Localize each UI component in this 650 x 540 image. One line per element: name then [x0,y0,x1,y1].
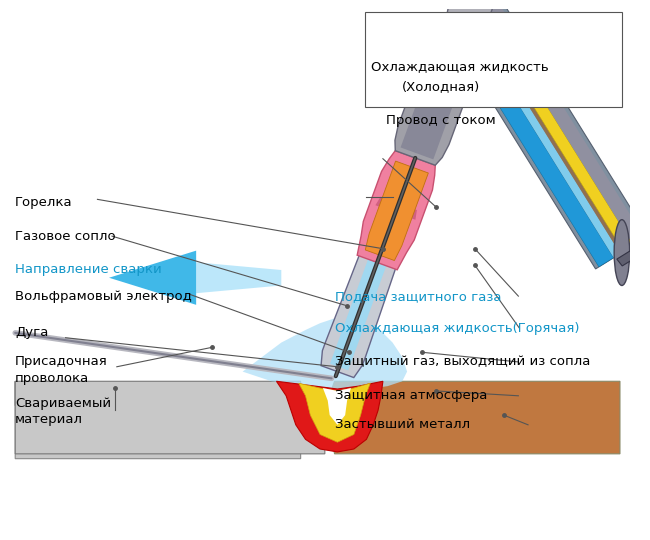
Polygon shape [328,381,620,454]
Text: Свариваемый: Свариваемый [15,397,111,410]
Text: Провод с током: Провод с током [386,113,495,126]
Polygon shape [400,70,461,159]
Text: Защитный газ, выходящий из сопла: Защитный газ, выходящий из сопла [335,355,591,368]
Polygon shape [299,383,370,442]
FancyBboxPatch shape [365,12,622,107]
Text: Охлаждающая жидкость(Горячая): Охлаждающая жидкость(Горячая) [335,321,580,335]
Polygon shape [365,161,428,260]
Polygon shape [462,9,620,258]
Polygon shape [482,0,645,246]
Polygon shape [276,381,383,452]
Text: (Холодная): (Холодная) [402,80,480,93]
Polygon shape [468,7,623,254]
Text: Вольфрамовый электрод: Вольфрамовый электрод [15,289,192,302]
Text: Защитная атмосфера: Защитная атмосфера [335,389,488,402]
Polygon shape [444,0,648,269]
Text: Подача защитного газа: Подача защитного газа [335,289,502,302]
Text: Присадочная: Присадочная [15,355,108,368]
Polygon shape [321,247,397,377]
Polygon shape [447,13,614,267]
Text: Газовое сопло: Газовое сопло [15,230,116,242]
Polygon shape [395,66,467,165]
Polygon shape [196,262,281,293]
Polygon shape [15,381,301,458]
Ellipse shape [614,220,630,286]
Polygon shape [109,251,196,305]
Polygon shape [358,151,436,270]
Text: Охлаждающая жидкость: Охлаждающая жидкость [371,60,549,73]
Polygon shape [472,1,633,252]
Polygon shape [617,251,634,266]
Polygon shape [330,259,386,370]
Polygon shape [422,16,489,84]
Text: материал: материал [15,414,83,427]
Text: проволока: проволока [15,372,90,385]
Polygon shape [15,381,325,454]
Text: Направление сварки: Направление сварки [15,264,162,276]
Polygon shape [323,388,351,425]
Text: Горелка: Горелка [15,196,73,209]
Polygon shape [447,0,497,28]
Polygon shape [242,316,407,391]
Polygon shape [376,197,417,220]
Text: Дуга: Дуга [15,326,49,340]
Polygon shape [433,1,500,45]
Text: Застывший металл: Застывший металл [335,418,471,431]
